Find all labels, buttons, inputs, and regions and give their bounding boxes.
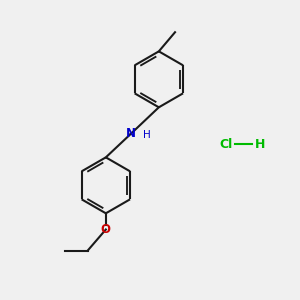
Text: N: N — [126, 127, 136, 140]
Text: H: H — [143, 130, 151, 140]
Text: H: H — [254, 138, 265, 151]
Text: O: O — [101, 223, 111, 236]
Text: Cl: Cl — [219, 138, 232, 151]
